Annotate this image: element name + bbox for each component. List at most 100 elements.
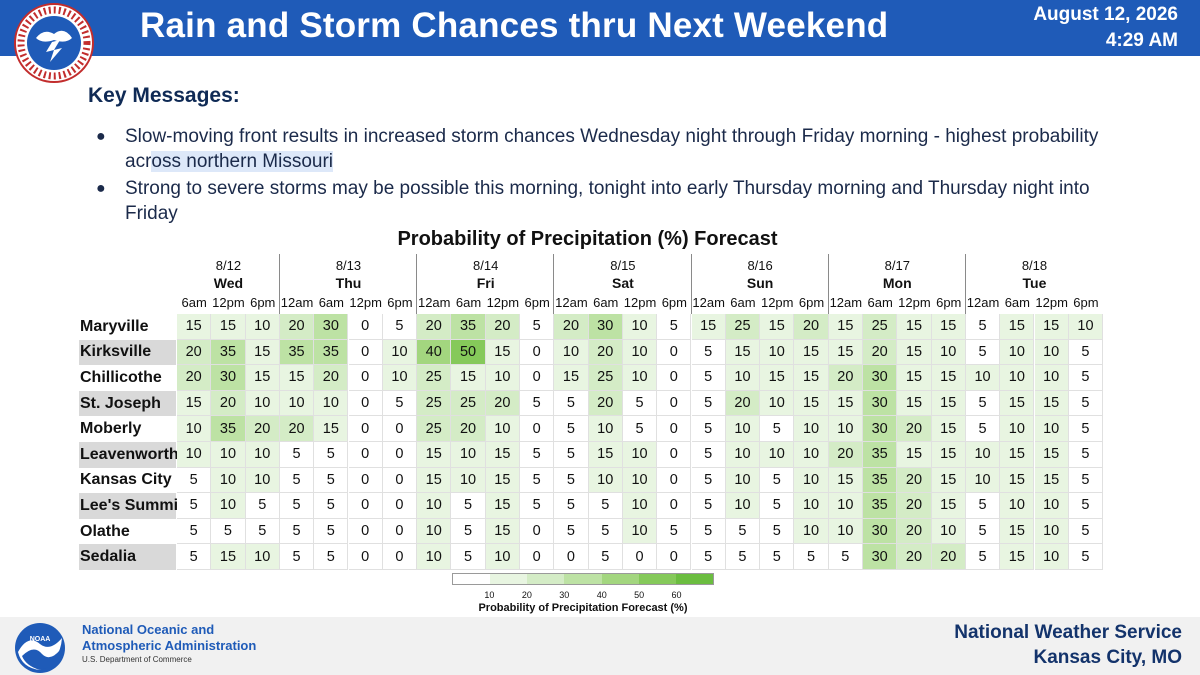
time-header: 6pm	[524, 295, 550, 310]
time-header: 6am	[318, 295, 344, 310]
pop-cell: 0	[657, 442, 692, 468]
pop-cell: 0	[382, 493, 418, 519]
pop-cell: 15	[177, 314, 212, 340]
pop-cell: 5	[691, 518, 726, 545]
time-header: 6pm	[798, 295, 825, 310]
location-label: Chillicothe	[80, 368, 162, 386]
legend-tick-label: 20	[521, 590, 532, 600]
time-header: 12pm	[898, 295, 931, 310]
pop-cell: 20	[863, 339, 898, 366]
pop-cell: 15	[1034, 390, 1069, 417]
pop-cell: 15	[417, 442, 452, 468]
pop-cell: 5	[725, 518, 761, 545]
pop-cell: 0	[382, 416, 418, 442]
time-header: 12pm	[760, 295, 794, 310]
pop-cell: 10	[1034, 365, 1069, 391]
pop-cell: 10	[245, 442, 280, 468]
table-title: Probability of Precipitation (%) Forecas…	[397, 228, 778, 250]
pop-cell: 20	[177, 365, 212, 391]
pop-cell: 10	[931, 339, 966, 366]
pop-cell: 15	[760, 365, 795, 391]
time-header: 12am	[966, 295, 1000, 310]
pop-cell: 10	[1000, 365, 1035, 391]
pop-cell: 20	[897, 544, 932, 570]
pop-cell: 5	[1068, 390, 1104, 417]
pop-cell: 5	[314, 442, 349, 468]
bullet-icon: ●	[96, 128, 106, 145]
color-legend-label: Probability of Precipitation Forecast (%…	[478, 602, 688, 614]
pop-cell: 10	[451, 467, 486, 494]
pop-cell: 35	[451, 314, 486, 340]
pop-cell: 30	[863, 518, 898, 545]
pop-cell: 5	[177, 544, 212, 570]
pop-cell: 20	[897, 518, 932, 545]
pop-cell: 10	[931, 518, 966, 545]
pop-cell: 35	[279, 339, 315, 366]
pop-cell: 10	[760, 390, 795, 417]
location-label: Kirksville	[79, 339, 176, 366]
pop-cell: 10	[485, 416, 520, 442]
pop-cell: 15	[897, 339, 932, 366]
pop-cell: 10	[725, 442, 761, 468]
pop-cell: 15	[794, 390, 829, 417]
pop-cell: 5	[554, 518, 589, 545]
pop-cell: 10	[760, 442, 795, 468]
pop-cell: 15	[931, 493, 966, 519]
pop-cell: 0	[657, 416, 692, 442]
pop-cell: 5	[279, 467, 315, 494]
pop-cell: 10	[1000, 416, 1035, 442]
pop-cell: 10	[1034, 518, 1069, 545]
time-header: 6pm	[1073, 295, 1099, 310]
pop-cell: 5	[520, 467, 555, 494]
pop-cell: 5	[760, 518, 795, 545]
time-header: 6pm	[936, 295, 962, 310]
pop-cell: 5	[279, 518, 315, 545]
pop-cell: 5	[451, 518, 486, 545]
pop-cell: 15	[931, 314, 966, 340]
pop-cell: 10	[382, 339, 418, 366]
pop-cell: 30	[863, 365, 898, 391]
color-legend-ticks: 10 20 30 40 50 60	[452, 590, 714, 604]
pop-cell: 15	[485, 518, 520, 545]
pop-cell: 0	[657, 493, 692, 519]
pop-cell: 5	[965, 544, 1001, 570]
pop-cell: 15	[211, 544, 246, 570]
pop-cell: 0	[348, 544, 383, 570]
legend-swatch	[638, 574, 676, 584]
day-name-header: Fri	[476, 275, 495, 291]
pop-cell: 20	[588, 390, 623, 417]
time-header: 12pm	[1035, 295, 1068, 310]
pop-cell: 5	[588, 493, 623, 519]
pop-cell: 15	[1000, 390, 1035, 417]
pop-cell: 5	[520, 314, 555, 340]
pop-cell: 25	[451, 390, 486, 417]
pop-cell: 20	[177, 339, 212, 366]
pop-cell: 0	[622, 544, 658, 570]
pop-cell: 10	[245, 390, 280, 417]
pop-cell: 10	[177, 442, 212, 468]
legend-swatch	[564, 574, 602, 584]
day-date-header: 8/12	[215, 258, 242, 273]
pop-cell: 15	[177, 390, 212, 417]
pop-cell: 5	[760, 416, 795, 442]
pop-cell: 25	[417, 390, 452, 417]
pop-cell: 20	[725, 390, 761, 417]
key-message-item: ● Slow-moving front results in increased …	[96, 124, 1136, 174]
pop-cell: 15	[931, 390, 966, 417]
pop-cell: 0	[382, 544, 418, 570]
legend-swatch	[453, 574, 491, 584]
pop-cell: 10	[622, 365, 658, 391]
nws-office: National Weather Service Kansas City, MO	[954, 620, 1182, 670]
time-header: 12am	[692, 295, 725, 310]
pop-cell: 10	[1068, 314, 1104, 340]
pop-cell: 35	[863, 467, 898, 494]
pop-cell: 35	[211, 416, 246, 442]
pop-cell: 0	[657, 390, 692, 417]
pop-cell: 10	[828, 493, 863, 519]
time-header: 6am	[593, 295, 619, 310]
pop-cell: 5	[382, 314, 418, 340]
day-separator	[416, 254, 418, 314]
pop-cell: 0	[520, 339, 555, 366]
nws-office-line2: Kansas City, MO	[1033, 647, 1182, 668]
pop-cell: 0	[657, 544, 692, 570]
